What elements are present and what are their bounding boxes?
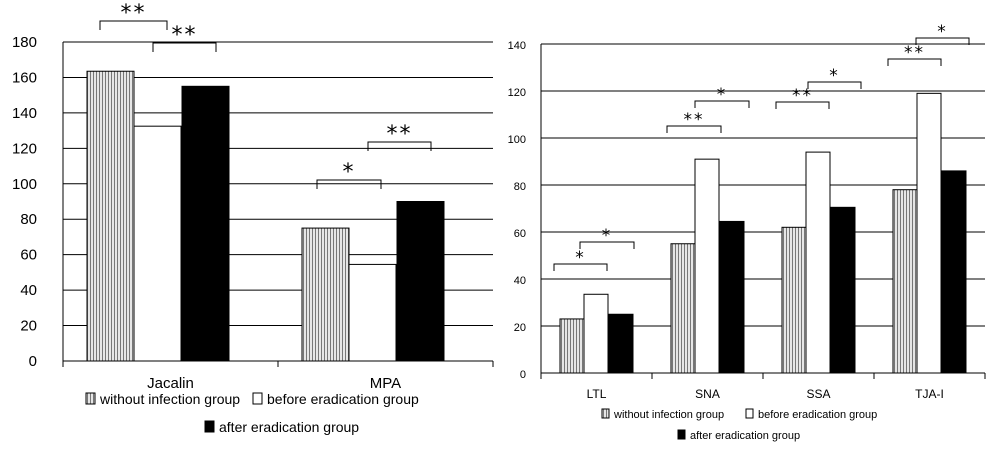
legend: without infection group before eradicatio… bbox=[85, 391, 419, 435]
bar-ssa-after-eradication-group bbox=[830, 206, 856, 374]
legend-swatch-after-eradication-group bbox=[677, 429, 686, 440]
y-tick-label: 40 bbox=[20, 282, 37, 299]
bar-ltl-after-eradication-group bbox=[608, 313, 634, 374]
bar-ssa-before-eradication-group bbox=[805, 151, 831, 374]
y-tick-label: 20 bbox=[20, 318, 37, 335]
bar-tja-i-after-eradication-group bbox=[941, 170, 967, 374]
significance-bracket bbox=[887, 58, 942, 66]
legend-label-without-infection-group: without infection group bbox=[99, 391, 240, 407]
significance-marker: ** bbox=[121, 1, 147, 26]
significance-marker: ** bbox=[904, 43, 925, 63]
legend-label-before-eradication-group: before eradication group bbox=[267, 391, 419, 407]
significance-marker: ** bbox=[684, 110, 705, 130]
significance-bracket bbox=[775, 101, 830, 109]
x-category-label-tja-i: TJA-I bbox=[915, 387, 944, 401]
legend-label-without-infection-group: without infection group bbox=[613, 409, 724, 421]
legend-swatch-after-eradication-group bbox=[204, 420, 215, 433]
significance-bracket bbox=[694, 100, 750, 108]
bar-mpa-after-eradication-group bbox=[396, 201, 445, 362]
significance-bracket bbox=[316, 179, 382, 189]
bar-tja-i-before-eradication-group bbox=[916, 92, 942, 374]
significance-marker: * bbox=[937, 22, 948, 42]
y-tick-label: 100 bbox=[508, 134, 526, 146]
y-tick-label: 100 bbox=[12, 176, 37, 193]
significance-marker: ** bbox=[172, 23, 198, 48]
y-tick-label: 0 bbox=[29, 353, 37, 370]
bar-ltl-before-eradication-group bbox=[583, 293, 609, 374]
significance-bracket bbox=[152, 42, 217, 52]
legend-label-after-eradication-group: after eradication group bbox=[690, 430, 800, 442]
y-tick-label: 180 bbox=[12, 34, 37, 51]
significance-marker: * bbox=[575, 248, 586, 268]
significance-marker: ** bbox=[387, 122, 413, 147]
x-category-label-sna: SNA bbox=[695, 387, 720, 401]
y-tick-label: 80 bbox=[514, 181, 526, 193]
legend-swatch-before-eradication-group bbox=[252, 392, 263, 405]
significance-bracket bbox=[915, 37, 970, 45]
y-tick-label: 20 bbox=[514, 322, 526, 334]
y-tick-label: 120 bbox=[12, 140, 37, 157]
y-tick-label: 0 bbox=[520, 369, 526, 381]
bar-jacalin-after-eradication-group bbox=[181, 85, 230, 362]
y-tick-label: 140 bbox=[508, 40, 526, 52]
legend-swatch-before-eradication-group bbox=[745, 408, 754, 419]
bar-ltl-without-infection-group bbox=[559, 318, 585, 374]
x-category-label-ltl: LTL bbox=[587, 387, 607, 401]
y-tick-label: 60 bbox=[20, 247, 37, 264]
y-tick-label: 80 bbox=[20, 211, 37, 228]
bar-sna-after-eradication-group bbox=[719, 220, 745, 374]
bar-jacalin-without-infection-group bbox=[86, 70, 135, 362]
significance-bracket bbox=[553, 263, 608, 271]
y-tick-label: 140 bbox=[12, 105, 37, 122]
significance-bracket bbox=[666, 125, 722, 133]
x-category-label-ssa: SSA bbox=[806, 387, 830, 401]
significance-marker: * bbox=[829, 66, 840, 86]
significance-bracket bbox=[807, 81, 862, 89]
bar-tja-i-without-infection-group bbox=[892, 189, 918, 374]
legend-label-before-eradication-group: before eradication group bbox=[758, 409, 877, 421]
significance-marker: * bbox=[602, 226, 613, 246]
significance-bracket bbox=[367, 141, 432, 151]
bar-mpa-without-infection-group bbox=[301, 227, 350, 362]
legend-label-after-eradication-group: after eradication group bbox=[219, 419, 359, 435]
y-tick-label: 40 bbox=[514, 275, 526, 287]
bar-mpa-before-eradication-group bbox=[348, 263, 397, 362]
legend-swatch-without-infection-group bbox=[85, 392, 96, 405]
y-tick-label: 60 bbox=[514, 228, 526, 240]
significance-bracket bbox=[99, 20, 168, 30]
bar-sna-before-eradication-group bbox=[694, 158, 720, 374]
x-category-label-mpa: MPA bbox=[370, 375, 401, 392]
y-tick-label: 160 bbox=[12, 69, 37, 86]
bar-ssa-without-infection-group bbox=[781, 226, 807, 374]
bar-sna-without-infection-group bbox=[670, 243, 696, 374]
significance-marker: ** bbox=[792, 86, 813, 106]
significance-marker: * bbox=[717, 85, 728, 105]
bar-jacalin-before-eradication-group bbox=[133, 125, 182, 362]
x-category-label-jacalin: Jacalin bbox=[147, 375, 194, 392]
y-tick-label: 120 bbox=[508, 87, 526, 99]
legend-swatch-without-infection-group bbox=[601, 408, 610, 419]
significance-marker: * bbox=[343, 160, 356, 185]
legend: without infection group before eradicatio… bbox=[601, 408, 877, 442]
significance-bracket bbox=[579, 241, 635, 249]
